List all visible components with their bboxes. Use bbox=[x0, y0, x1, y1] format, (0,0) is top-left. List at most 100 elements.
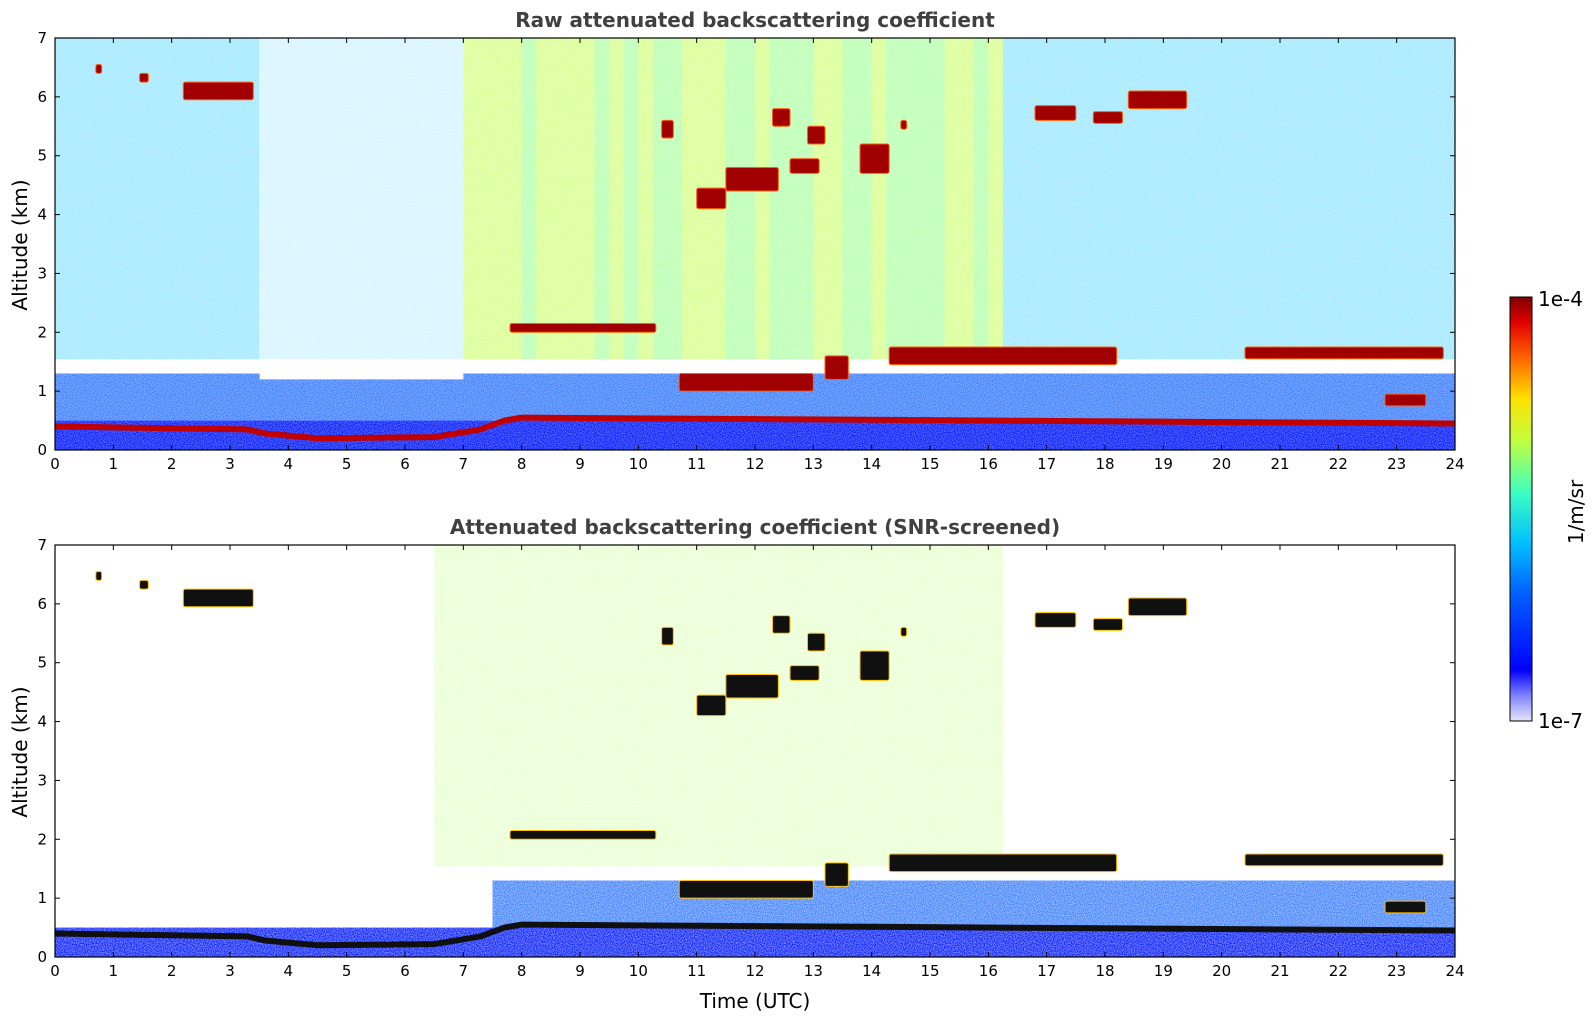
cloud-patch bbox=[678, 879, 814, 899]
x-tick-label: 24 bbox=[1445, 962, 1464, 980]
y-tick-label: 6 bbox=[37, 88, 47, 106]
cloud-patch bbox=[900, 119, 908, 130]
x-tick-label: 13 bbox=[804, 962, 823, 980]
cloud-patch bbox=[1244, 346, 1444, 360]
heatmap-features bbox=[55, 570, 1455, 949]
x-axis: 0 1 2 3 4 5 6 7 8 9 10 11 12 13 14 15 16 17 18 19 20 21 22 23 24 bbox=[50, 545, 1465, 980]
cloud-patch bbox=[661, 626, 674, 646]
x-tick-label: 0 bbox=[50, 455, 60, 473]
x-tick-label: 19 bbox=[1154, 455, 1173, 473]
x-tick-label: 4 bbox=[284, 962, 294, 980]
cloud-patch bbox=[1384, 393, 1427, 407]
x-tick-label: 22 bbox=[1329, 455, 1348, 473]
cloud-patch bbox=[1034, 612, 1077, 628]
cloud-patch bbox=[95, 63, 103, 74]
x-tick-label: 17 bbox=[1037, 455, 1056, 473]
y-tick-label: 7 bbox=[37, 29, 47, 47]
y-tick-label: 2 bbox=[37, 323, 47, 341]
x-tick-label: 20 bbox=[1212, 962, 1231, 980]
x-tick-label: 17 bbox=[1037, 962, 1056, 980]
colorbar-min-label: 1e-7 bbox=[1538, 709, 1583, 733]
cloud-patch bbox=[696, 694, 727, 717]
chart-title: Raw attenuated backscattering coefficien… bbox=[515, 8, 995, 32]
colorbar-gradient bbox=[1509, 296, 1533, 722]
colorbar: 1e-4 1e-7 1/m/sr bbox=[1509, 287, 1588, 733]
cloud-patch bbox=[696, 187, 727, 210]
cloud-patch bbox=[139, 579, 149, 590]
x-tick-label: 1 bbox=[109, 962, 119, 980]
cloud-patch bbox=[888, 346, 1118, 366]
x-tick-label: 12 bbox=[745, 455, 764, 473]
cloud-patch bbox=[1092, 111, 1124, 124]
cloud-patch bbox=[182, 81, 254, 101]
cloud-patch bbox=[859, 143, 890, 174]
x-tick-label: 14 bbox=[862, 455, 881, 473]
y-axis-label: Altitude (km) bbox=[8, 179, 32, 310]
x-tick-label: 10 bbox=[629, 455, 648, 473]
x-tick-label: 11 bbox=[687, 455, 706, 473]
chart-title: Attenuated backscattering coefficient (S… bbox=[450, 515, 1060, 539]
x-tick-label: 7 bbox=[459, 455, 469, 473]
y-tick-label: 5 bbox=[37, 147, 47, 165]
x-tick-label: 6 bbox=[400, 962, 410, 980]
cloud-patch bbox=[900, 626, 908, 637]
y-tick-label: 2 bbox=[37, 830, 47, 848]
x-tick-label: 1 bbox=[109, 455, 119, 473]
y-axis: 0 1 2 3 4 5 6 7 bbox=[37, 29, 1455, 459]
chart-snr-screened: Attenuated backscattering coefficient (S… bbox=[8, 515, 1465, 1013]
x-tick-label: 20 bbox=[1212, 455, 1231, 473]
cloud-patch bbox=[1092, 618, 1124, 631]
x-tick-label: 9 bbox=[575, 962, 585, 980]
cloud-patch bbox=[807, 125, 826, 145]
y-tick-label: 7 bbox=[37, 536, 47, 554]
cloud-patch bbox=[1244, 853, 1444, 867]
x-axis-label: Time (UTC) bbox=[699, 989, 811, 1013]
x-tick-label: 16 bbox=[979, 455, 998, 473]
cloud-patch bbox=[824, 862, 849, 887]
cloud-patch bbox=[725, 673, 779, 699]
cloud-patch bbox=[772, 108, 791, 127]
cloud-patch bbox=[725, 166, 779, 192]
colorbar-unit-label: 1/m/sr bbox=[1564, 479, 1588, 544]
cloud-patch bbox=[1127, 597, 1188, 617]
aerosol-layer-line bbox=[55, 414, 1455, 442]
x-tick-label: 2 bbox=[167, 962, 177, 980]
cloud-patch bbox=[789, 665, 820, 681]
cloud-patch bbox=[678, 372, 814, 392]
x-tick-label: 4 bbox=[284, 455, 294, 473]
x-tick-label: 18 bbox=[1095, 962, 1114, 980]
x-tick-label: 10 bbox=[629, 962, 648, 980]
y-tick-label: 5 bbox=[37, 654, 47, 672]
x-tick-label: 5 bbox=[342, 455, 352, 473]
cloud-patch bbox=[139, 72, 149, 83]
cloud-patch bbox=[888, 853, 1118, 873]
x-tick-label: 6 bbox=[400, 455, 410, 473]
y-tick-label: 0 bbox=[37, 948, 47, 966]
cloud-patch bbox=[772, 615, 791, 634]
x-tick-label: 21 bbox=[1270, 455, 1289, 473]
cloud-patch bbox=[1127, 90, 1188, 110]
cloud-patch bbox=[661, 119, 674, 139]
x-tick-label: 13 bbox=[804, 455, 823, 473]
cloud-patch bbox=[182, 588, 254, 608]
aerosol-layer-line bbox=[55, 921, 1455, 949]
x-tick-label: 22 bbox=[1329, 962, 1348, 980]
x-tick-label: 3 bbox=[225, 455, 235, 473]
cloud-patch bbox=[1384, 900, 1427, 914]
x-tick-label: 11 bbox=[687, 962, 706, 980]
x-tick-label: 12 bbox=[745, 962, 764, 980]
y-tick-label: 4 bbox=[37, 713, 47, 731]
x-tick-label: 23 bbox=[1387, 962, 1406, 980]
y-tick-label: 1 bbox=[37, 889, 47, 907]
chart-raw: Raw attenuated backscattering coefficien… bbox=[8, 8, 1465, 473]
heatmap-features bbox=[55, 63, 1455, 442]
x-axis: 0 1 2 3 4 5 6 7 8 9 10 11 12 13 14 15 16 17 18 19 20 21 22 23 24 bbox=[50, 38, 1465, 473]
cloud-patch bbox=[859, 650, 890, 681]
x-tick-label: 19 bbox=[1154, 962, 1173, 980]
y-tick-label: 3 bbox=[37, 771, 47, 789]
x-tick-label: 15 bbox=[920, 455, 939, 473]
cloud-patch bbox=[824, 355, 849, 380]
x-tick-label: 15 bbox=[920, 962, 939, 980]
colorbar-max-label: 1e-4 bbox=[1538, 287, 1583, 311]
y-axis-label: Altitude (km) bbox=[8, 686, 32, 817]
